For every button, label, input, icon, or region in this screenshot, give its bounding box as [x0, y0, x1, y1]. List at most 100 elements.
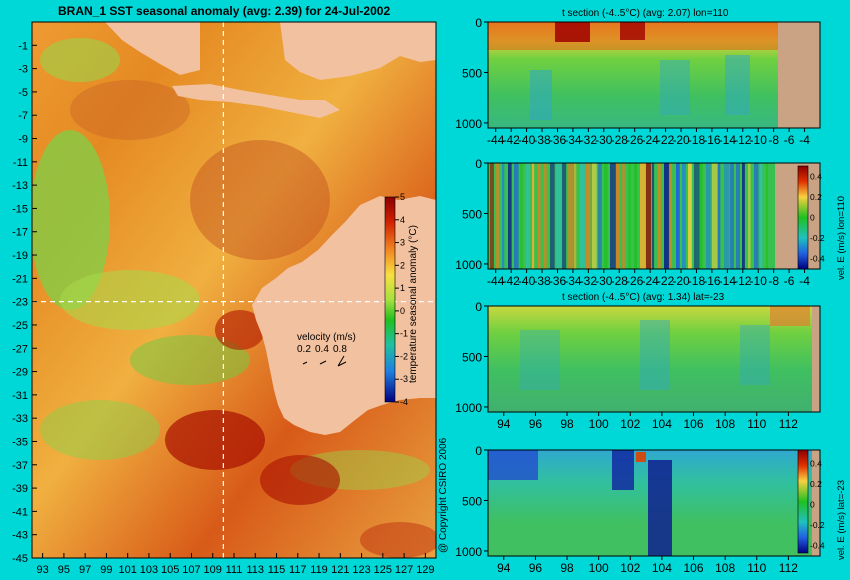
- vel-colorbar-tick-label: -0.4: [810, 541, 825, 551]
- t-section-lat-ticks: 94 96 98 100 102 104 106 108 110 112 0 500 1000: [455, 300, 798, 431]
- section-x-tick-label: 112: [779, 561, 798, 575]
- section-x-tick-label: -16: [703, 274, 721, 288]
- section-y-tick-label: 0: [475, 16, 482, 30]
- map-y-tick-label: -39: [12, 483, 28, 495]
- section-x-tick-label: -28: [611, 133, 629, 147]
- map-x-tick-label: 107: [182, 564, 200, 576]
- map-x-tick-label: 117: [289, 564, 307, 576]
- sst-colorbar-tick-label: -4: [400, 397, 408, 407]
- velocity-stripe: [646, 163, 651, 269]
- section-y-tick-label: 500: [462, 66, 482, 80]
- indonesia-landmass: [280, 22, 436, 80]
- section-x-tick-label: -18: [688, 133, 706, 147]
- vel-colorbar-tick-label: 0.4: [810, 458, 822, 468]
- section-x-tick-label: 98: [560, 561, 574, 575]
- cool-column: [640, 320, 670, 390]
- velocity-stripe: [748, 163, 751, 269]
- section-x-tick-label: -10: [750, 133, 768, 147]
- t-section-lon-ticks: -44-42-40-38-36-34-32-30-28-26-24-22-20-…: [455, 16, 810, 147]
- velocity-stripe: [586, 163, 591, 269]
- velocity-stripe: [598, 163, 602, 269]
- section-y-tick-label: 1000: [455, 401, 482, 415]
- map-y-tick-label: -45: [12, 553, 28, 565]
- velocity-stripe: [580, 163, 586, 269]
- velocity-stripe: [766, 163, 769, 269]
- section-x-tick-label: 104: [652, 561, 672, 575]
- section-x-tick-label: -4: [799, 274, 810, 288]
- surface-hot-patch: [555, 22, 590, 42]
- map-y-tick-label: -21: [12, 273, 28, 285]
- sst-colorbar-tick-label: 0: [400, 306, 405, 316]
- vel-colorbar-tick-label: -0.4: [810, 254, 825, 264]
- map-x-tick-label: 127: [395, 564, 413, 576]
- section-y-tick-label: 0: [475, 300, 482, 314]
- section-x-tick-label: -44: [487, 274, 505, 288]
- velocity-stripe: [538, 163, 541, 269]
- velocity-stripe: [544, 163, 547, 269]
- velocity-stripe: [526, 163, 531, 269]
- sst-colorbar-tick-label: 5: [400, 192, 405, 202]
- sst-colorbar-tick-label: -2: [400, 351, 408, 361]
- velocity-legend-title: velocity (m/s): [297, 332, 356, 343]
- section-x-tick-label: -34: [564, 133, 582, 147]
- velocity-stripe: [694, 163, 700, 269]
- warm-patch: [260, 455, 340, 505]
- section-x-tick-label: -40: [518, 274, 536, 288]
- section-x-tick-label: 104: [652, 417, 672, 431]
- velocity-stripe: [592, 163, 597, 269]
- map-x-tick-label: 111: [226, 564, 243, 576]
- vel-colorbar-tick-label: 0: [810, 213, 815, 223]
- velocity-stripe: [658, 163, 661, 269]
- section-x-tick-label: -42: [502, 133, 520, 147]
- warm-patch: [190, 140, 330, 260]
- section-x-tick-label: 106: [684, 561, 704, 575]
- velocity-legend-value-3: 0.8: [333, 344, 347, 355]
- section-x-tick-label: -18: [688, 274, 706, 288]
- map-y-tick-label: -1: [18, 40, 28, 52]
- map-x-tick-label: 93: [37, 564, 49, 576]
- section-x-tick-label: -14: [719, 274, 737, 288]
- map-y-tick-label: -13: [12, 180, 28, 192]
- section-land-mask: [812, 450, 820, 556]
- cool-patch: [130, 335, 250, 385]
- velocity-stripe: [688, 163, 692, 269]
- t-section-lat-title: t section (-4..5°C) (avg: 1.34) lat=-23: [562, 292, 725, 303]
- section-x-tick-label: -30: [595, 274, 613, 288]
- velocity-stripe: [730, 163, 734, 269]
- section-x-tick-label: 110: [747, 417, 766, 431]
- section-x-tick-label: -26: [626, 274, 644, 288]
- velocity-stripe: [496, 163, 499, 269]
- section-x-tick-label: -26: [626, 133, 644, 147]
- map-y-tick-label: -19: [12, 250, 28, 262]
- cool-column: [530, 70, 552, 120]
- section-x-tick-label: -12: [734, 133, 752, 147]
- surface-hot-patch: [620, 22, 645, 40]
- vel-lat-colorbar: [797, 449, 809, 554]
- sst-anomaly-map: 93 95 97 99 101 103 105 107 109 111 113 115 117 119 12…: [12, 21, 437, 576]
- section-land-mask: [775, 163, 820, 269]
- map-anomaly-patches: [32, 38, 436, 558]
- section-x-tick-label: -8: [768, 274, 779, 288]
- section-x-tick-label: 110: [747, 561, 766, 575]
- vel-colorbar-tick-label: 0.2: [810, 479, 822, 489]
- section-x-tick-label: -24: [641, 133, 659, 147]
- section-x-tick-label: 102: [620, 561, 640, 575]
- section-x-tick-label: -8: [768, 133, 779, 147]
- velocity-stripe: [736, 163, 740, 269]
- velocity-stripe: [622, 163, 626, 269]
- sst-colorbar-tick-label: 3: [400, 238, 405, 248]
- velocity-stripe: [676, 163, 680, 269]
- velocity-stripe: [760, 163, 763, 269]
- cool-column: [725, 55, 750, 115]
- sst-colorbar-ticks: 5 4 3 2 1 0 -1 -2 -3 -4: [395, 192, 408, 407]
- vel-lon-colorbar-label: vel. E (m/s) lon=110: [836, 196, 847, 280]
- velocity-stripe: [604, 163, 608, 269]
- velocity-arrow-small: [302, 361, 308, 365]
- map-x-tick-label: 123: [352, 564, 370, 576]
- map-y-tick-label: -5: [18, 87, 28, 99]
- cool-column: [740, 325, 770, 385]
- sst-colorbar-label: temperature seasonal anomaly (°C): [408, 225, 419, 383]
- map-x-tick-label: 119: [310, 564, 328, 576]
- section-x-tick-label: -32: [580, 274, 598, 288]
- map-x-tick-label: 121: [331, 564, 349, 576]
